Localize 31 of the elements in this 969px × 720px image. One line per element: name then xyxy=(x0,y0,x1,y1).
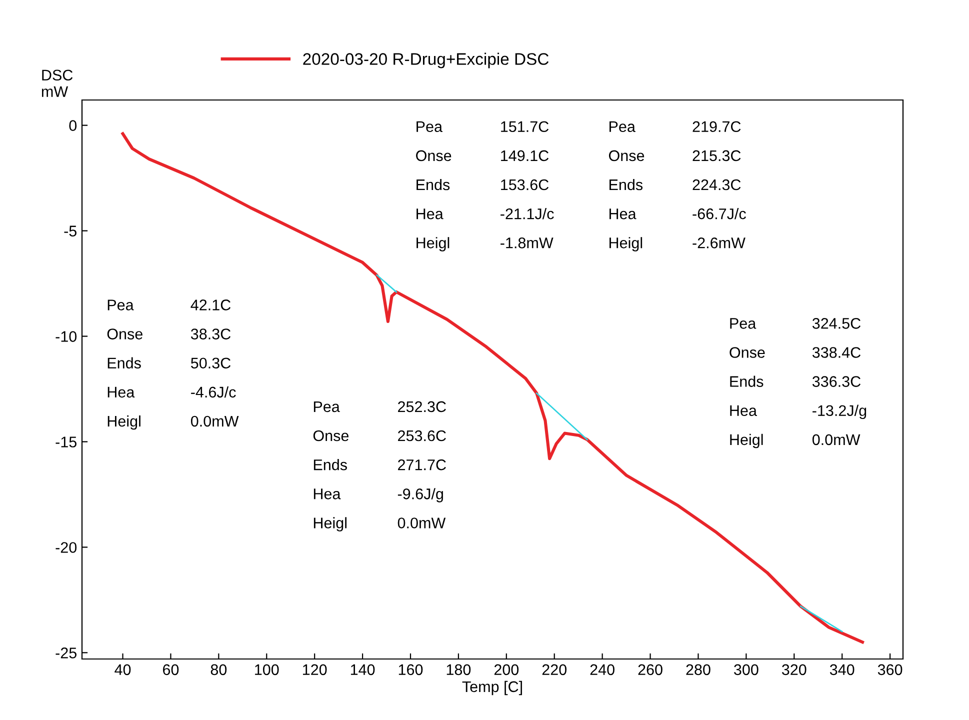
x-axis-title: Temp [C] xyxy=(462,680,522,696)
y-tick-label: -15 xyxy=(56,436,76,448)
text: Pea 219.7C Onse 215.3C Ends 224.3C Hea -66.7J/c Heigl -2.6mW xyxy=(608,121,746,252)
x-tick-label: 240 xyxy=(590,664,614,676)
legend-label: 2020-03-20 R-Drug+Excipie DSC xyxy=(303,52,549,68)
x-tick-label: 260 xyxy=(638,664,662,676)
text: Pea 324.5C Onse 338.4C Ends 336.3C Hea -13.2J/g Heigl 0.0mW xyxy=(730,318,866,448)
x-tick-label: 140 xyxy=(350,664,375,676)
x-tick-label: 60 xyxy=(163,664,179,676)
x-tick-label: 220 xyxy=(542,664,567,676)
x-tick-label: 180 xyxy=(446,664,471,676)
x-tick-label: 100 xyxy=(255,664,279,676)
x-tick-label: 300 xyxy=(734,664,758,676)
x-tick-label: 320 xyxy=(782,664,806,676)
x-tick-label: 40 xyxy=(114,664,131,676)
text: Pea 252.3C Onse 253.6C Ends 271.7C Hea -9.6J/g Heigl 0.0mW xyxy=(313,401,446,532)
x-tick-label: 280 xyxy=(686,664,710,676)
y-tick-label: -20 xyxy=(56,542,77,553)
x-tick-label: 160 xyxy=(398,664,423,676)
y-tick-label: -5 xyxy=(64,226,76,236)
y-axis-title: DSC mW xyxy=(42,70,73,97)
text: Pea 151.7C Onse 149.1C Ends 153.6C Hea -21.1J/c Heigl -1.8mW xyxy=(416,121,554,252)
x-tick-label: 120 xyxy=(303,664,327,676)
x-tick-label: 80 xyxy=(210,664,227,676)
x-tick-label: 340 xyxy=(830,664,854,676)
y-tick-label: -25 xyxy=(56,648,76,658)
x-tick-label: 360 xyxy=(878,664,902,676)
x-tick-label: 200 xyxy=(494,664,519,676)
text: Pea 42.1C Onse 38.3C Ends 50.3C Hea -4.6J/c Heigl 0.0mW xyxy=(107,300,239,430)
y-tick-label: -10 xyxy=(56,331,77,342)
y-tick-label: 0 xyxy=(69,120,77,131)
